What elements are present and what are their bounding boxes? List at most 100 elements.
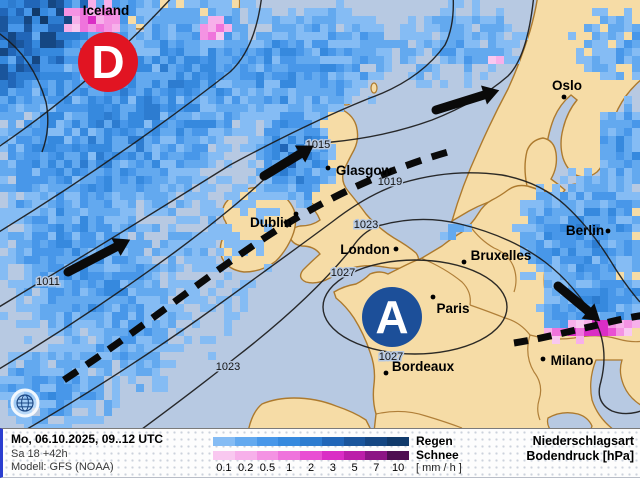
city-bordeaux: Bordeaux: [383, 359, 455, 376]
country-border: [420, 257, 471, 306]
weather-map: 1011101510191023102310271027DAIcelandOsl…: [0, 0, 640, 428]
rain-label: Regen: [416, 434, 453, 448]
city-dot: [293, 211, 299, 217]
land-spain: [248, 397, 371, 428]
scale-value: 1: [286, 462, 293, 474]
city-dot: [430, 294, 436, 300]
front-dashed-line: [513, 312, 640, 347]
isobar-label: 1027: [331, 267, 355, 279]
city-dot: [561, 94, 567, 100]
rain-scale-segment: [234, 437, 257, 446]
city-dot: [461, 259, 467, 265]
snow-scale-segment: [365, 451, 388, 460]
scale-tick-labels: 0.1 0.2 0.5 1 2 3 5 7 10: [213, 462, 409, 474]
rain-scale-segment: [278, 437, 301, 446]
rain-scale-segment: [321, 437, 344, 446]
pressure-symbol-d: D: [78, 32, 138, 92]
legend-model: Modell: GFS (NOAA): [11, 461, 114, 473]
rain-scale-segment: [256, 437, 279, 446]
isobar-line: [0, 0, 262, 233]
scale-value: 0.2: [238, 462, 254, 474]
legend-bar: Mo, 06.10.2025, 09..12 UTC Sa 18 +42h Mo…: [0, 428, 640, 478]
city-label: Berlin: [566, 223, 604, 238]
city-label: Oslo: [552, 78, 582, 93]
pressure-symbol-a: A: [362, 287, 422, 347]
snow-scale-segment: [300, 451, 322, 460]
city-label: Dublin: [250, 215, 292, 230]
rain-scale-segment: [387, 437, 410, 446]
city-dot: [383, 370, 389, 376]
rain-scale-segment: [300, 437, 322, 446]
city-glasgow: Glasgow: [325, 163, 393, 178]
city-dot: [605, 228, 611, 234]
snow-scale-segment: [321, 451, 344, 460]
snow-scale-segment: [387, 451, 410, 460]
snow-label: Schnee: [416, 448, 459, 462]
scale-value: 2: [307, 462, 315, 474]
city-label: London: [340, 242, 389, 257]
front-dashed-line: [62, 148, 449, 383]
city-milano: Milano: [540, 353, 594, 368]
scale-value: 7: [373, 462, 380, 474]
isobar-line: [322, 259, 508, 355]
country-border: [527, 334, 542, 421]
country-border: [469, 225, 517, 293]
isobar-line: [0, 0, 455, 308]
flow-arrow: [259, 145, 314, 181]
rain-scale-segment: [213, 437, 235, 446]
isobar-line: [0, 33, 49, 153]
city-label: Bruxelles: [471, 248, 532, 263]
isobar-line: [0, 0, 535, 370]
city-label: Bordeaux: [392, 359, 455, 374]
legend-datetime: Mo, 06.10.2025, 09..12 UTC: [11, 432, 164, 446]
city-bruxelles: Bruxelles: [461, 248, 532, 265]
scale-value: 5: [351, 462, 358, 474]
scale-value: 0.1: [216, 462, 232, 474]
city-dot: [540, 356, 546, 362]
precip-type-label: Niederschlagsart: [532, 434, 634, 448]
city-iceland: Iceland: [83, 3, 130, 18]
snow-scale-segment: [343, 451, 366, 460]
scale-value: 10: [392, 462, 405, 474]
scale-value: 0.5: [259, 462, 276, 474]
flow-arrow: [553, 281, 601, 322]
city-dot: [393, 246, 399, 252]
isobar-line: [27, 172, 640, 428]
pressure-letter: A: [375, 291, 408, 343]
pressure-letter: D: [91, 36, 124, 88]
flow-arrow: [63, 238, 131, 277]
snow-scale-segment: [256, 451, 279, 460]
rain-color-scale: [213, 437, 410, 446]
rain-scale-segment: [365, 437, 388, 446]
city-paris: Paris: [430, 294, 470, 316]
city-label: Paris: [436, 301, 469, 316]
isobar-label: 1011: [36, 276, 60, 288]
snow-scale-segment: [234, 451, 257, 460]
city-london: London: [340, 242, 399, 257]
city-oslo: Oslo: [552, 78, 582, 100]
island: [370, 82, 378, 94]
pressure-label: Bodendruck [hPa]: [526, 449, 634, 463]
gulf-of-genoa: [546, 412, 593, 428]
rain-scale-segment: [343, 437, 366, 446]
snow-scale-segment: [213, 451, 235, 460]
snow-color-scale: [213, 451, 410, 460]
city-dot: [325, 165, 331, 171]
unit-label: [ mm / h ]: [416, 462, 462, 474]
legend-run-offset: Sa 18 +42h: [11, 448, 68, 460]
city-label: Iceland: [83, 3, 130, 18]
adriatic-sea: [590, 359, 640, 428]
country-border: [375, 410, 463, 428]
isobar-label: 1023: [216, 361, 240, 373]
snow-scale-segment: [278, 451, 301, 460]
flow-arrow: [431, 85, 500, 115]
isobar-label: 1027: [379, 351, 403, 363]
isobar-label: 1023: [354, 219, 378, 231]
isobar-line: [142, 218, 640, 428]
city-berlin: Berlin: [566, 223, 611, 238]
city-dublin: Dublin: [250, 211, 299, 230]
globe-watermark-icon: [10, 388, 40, 418]
city-label: Milano: [551, 353, 594, 368]
city-label: Glasgow: [336, 163, 393, 178]
